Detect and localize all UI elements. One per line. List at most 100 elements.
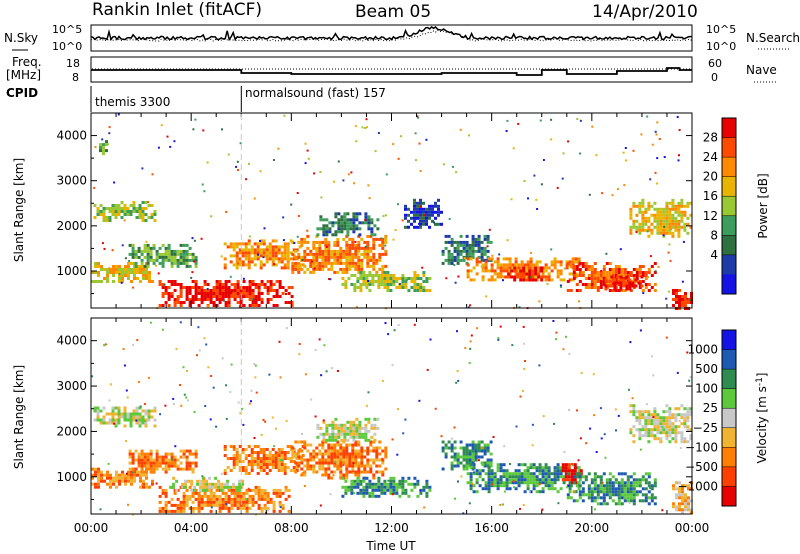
heatmap-cell [662,422,666,426]
heatmap-cell [356,485,360,489]
heatmap-cell [230,488,234,492]
heatmap-cell [266,280,270,283]
heatmap-cell [218,280,222,283]
heatmap-cell [574,257,578,261]
freq-label-bottom: [MHz] [6,68,41,82]
heatmap-cell [136,277,139,280]
heatmap-cell [333,458,337,462]
heatmap-cell [459,446,463,450]
heatmap-cell [342,458,346,462]
heatmap-cell [227,298,231,301]
heatmap-cell [493,272,497,276]
heatmap-cell [632,496,636,500]
heatmap-cell [278,494,282,498]
heatmap-cell [681,295,684,298]
heatmap-cell [632,222,636,226]
heatmap-cell [143,452,147,456]
heatmap-speckle [101,138,104,141]
heatmap-cell [309,443,313,447]
heatmap-speckle [401,219,404,222]
heatmap-cell [226,245,230,249]
heatmap-cell [459,252,463,256]
heatmap-speckle [250,400,252,403]
heatmap-cell [337,429,341,433]
heatmap-cell [468,443,472,447]
heatmap-cell [354,473,358,477]
heatmap-cell [164,301,168,304]
heatmap-cell [242,280,246,283]
heatmap-cell [265,463,269,466]
heatmap-cell [360,261,364,265]
heatmap-cell [456,452,460,456]
heatmap-cell [534,272,538,276]
heatmap-cell [253,263,257,267]
heatmap-cell [356,482,360,486]
heatmap-cell [486,249,490,253]
heatmap-cell [134,261,138,265]
heatmap-cell [334,423,338,427]
heatmap-speckle [503,445,506,448]
power-y-axis-label: Slant Range [km] [12,158,26,262]
heatmap-cell [653,413,657,417]
heatmap-cell [312,252,316,256]
heatmap-cell [153,418,157,422]
heatmap-cell [224,497,228,501]
heatmap-cell [111,409,115,413]
heatmap-cell [662,210,666,214]
heatmap-cell [641,475,645,479]
heatmap-speckle [397,324,400,327]
heatmap-cell [345,240,349,244]
heatmap-cell [209,292,213,295]
heatmap-cell [593,499,597,503]
heatmap-cell [235,263,239,267]
heatmap-cell [626,490,630,494]
heatmap-cell [268,254,272,258]
heatmap-cell [556,472,560,476]
heatmap-cell [462,458,466,462]
heatmap-cell [164,461,168,465]
heatmap-cell [133,274,136,277]
heatmap-speckle [540,183,543,186]
heatmap-speckle [419,170,422,172]
heatmap-cell [257,491,261,495]
heatmap-cell [383,488,387,492]
heatmap-cell [386,283,390,286]
heatmap-cell [401,491,405,495]
heatmap-cell [145,476,148,480]
heatmap-cell [94,271,97,274]
heatmap-cell [191,298,195,301]
heatmap-cell [410,488,414,492]
heatmap-cell [182,503,186,507]
heatmap-cell [135,216,139,219]
heatmap-cell [327,267,331,271]
heatmap-cell [309,249,313,253]
heatmap-cell [416,207,419,211]
heatmap-cell [392,491,396,495]
heatmap-cell [141,201,145,204]
heatmap-cell [528,269,532,273]
heatmap-cell [352,438,356,442]
heatmap-cell [223,445,227,448]
heatmap-cell [619,287,623,291]
heatmap-cell [462,455,466,459]
heatmap-cell [277,460,281,463]
heatmap-cell [360,446,364,450]
heatmap-cell [572,271,576,274]
heatmap-cell [647,216,651,220]
heatmap-cell [179,258,183,262]
heatmap-cell [344,280,348,283]
heatmap-cell [617,490,621,494]
heatmap-cell [238,260,242,264]
heatmap-cell [324,237,328,241]
heatmap-cell [680,213,684,217]
heatmap-cell [450,467,454,471]
heatmap-cell [325,426,329,430]
heatmap-cell [644,410,648,414]
heatmap-cell [471,237,475,241]
heatmap-cell [185,252,189,256]
heatmap-cell [465,449,469,453]
heatmap-speckle [125,440,128,442]
heatmap-cell [256,460,260,463]
heatmap-cell [370,218,374,222]
heatmap-cell [462,246,466,250]
